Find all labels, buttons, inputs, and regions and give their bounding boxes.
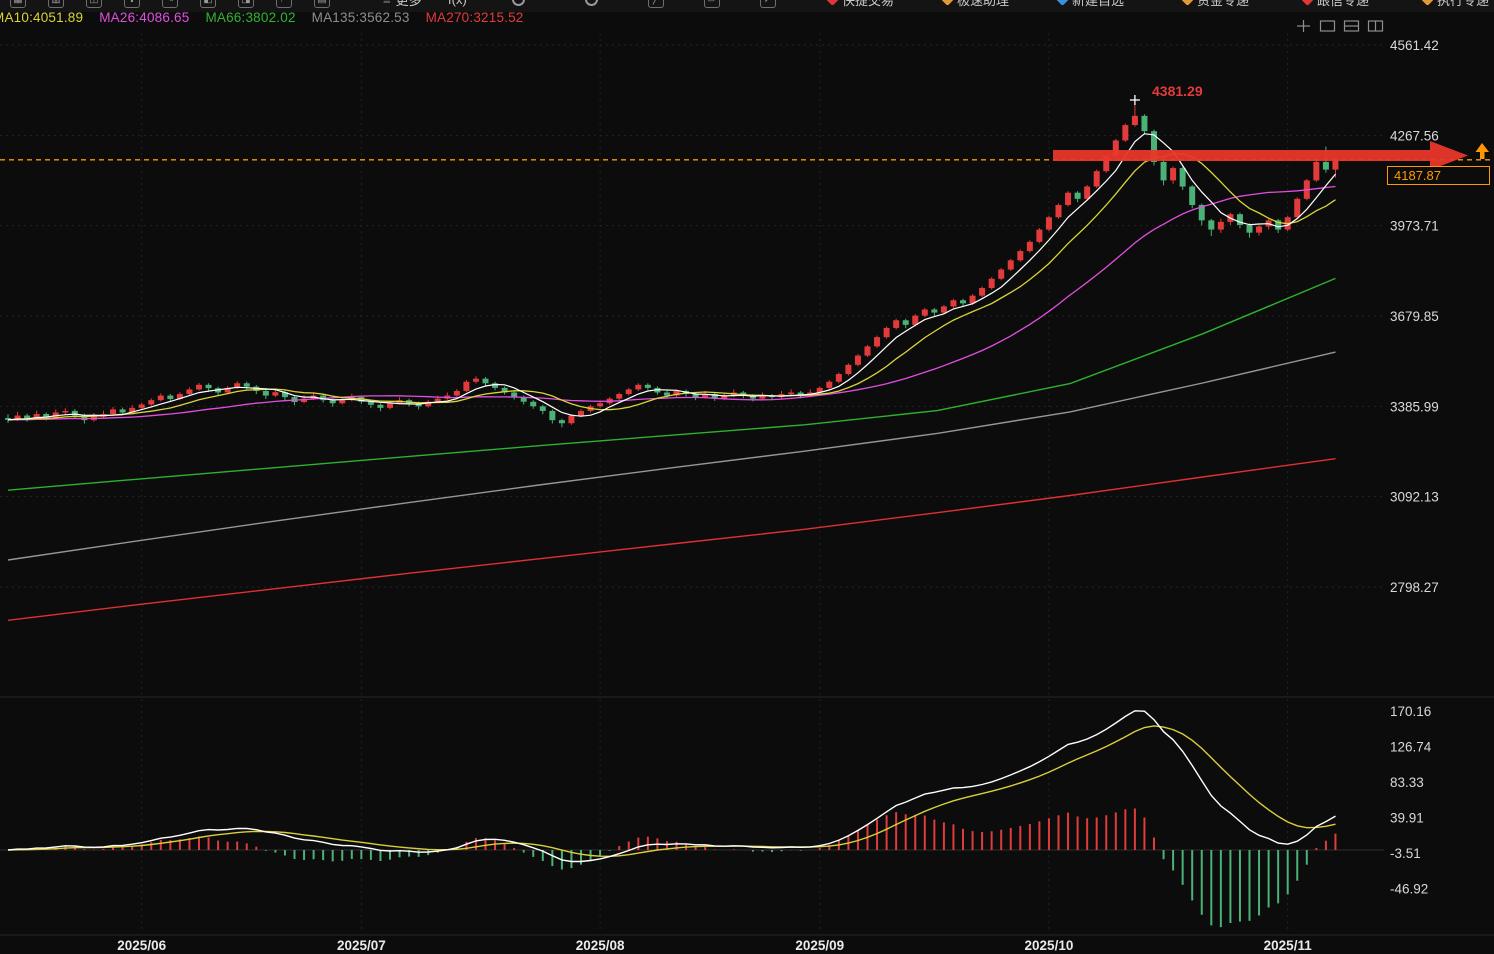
grid-layer	[0, 33, 1494, 936]
candles-layer	[5, 100, 1339, 428]
y-axis-label: 3973.71	[1390, 219, 1439, 234]
chart-grid-icon[interactable]: ▦	[10, 0, 26, 12]
x-axis-label: 2025/09	[795, 938, 844, 953]
layers-icon[interactable]: ▤	[314, 0, 330, 12]
ma-label: MA10:4051.89	[0, 10, 84, 25]
toolbar-item-label: 更多	[395, 0, 422, 8]
arrow-tool-icon: ➚	[760, 0, 776, 8]
region-icon[interactable]: ◨	[238, 0, 254, 12]
ma10-line	[7, 152, 1336, 421]
menu-icon: ≡	[383, 0, 391, 7]
macd-axis-label: 170.16	[1390, 704, 1431, 719]
ma5-line	[7, 133, 1336, 421]
toolbar-item-label: 跟信专递	[1317, 0, 1370, 8]
layers-icon: ▤	[314, 0, 330, 8]
compare-icon[interactable]: ✚	[124, 0, 140, 12]
compare-icon: ✚	[124, 0, 140, 8]
overlay-icon[interactable]: ◫	[86, 0, 102, 12]
pane-layout-icons	[1295, 19, 1384, 33]
x-axis-label: 2025/07	[337, 938, 386, 953]
macd-layer	[7, 710, 1337, 928]
y-axis-label: 3092.13	[1390, 490, 1439, 505]
ma270-line	[7, 458, 1336, 621]
toolbar-item-新建自选[interactable]: 新建自选	[1056, 0, 1125, 12]
pan-cross-icon[interactable]	[1295, 19, 1312, 33]
top-toolbar: ▦ ▥ ◫ ✚ ✎ ◧ ◨ ⚑ ▤ ≡ 更多 f(x) ╱ ▱ ➚ 快捷交易 极速助理 新建自选 资金专递 跟信专递 执…	[0, 0, 1494, 12]
x-axis-label: 2025/08	[576, 938, 625, 953]
macd-axis-label: -46.92	[1390, 881, 1428, 896]
toolbar-item-f(x)[interactable]: f(x)	[448, 0, 467, 12]
ruler-icon[interactable]: ✎	[162, 0, 178, 12]
macd-dea-line	[7, 725, 1336, 858]
overlay-icon: ◫	[86, 0, 102, 8]
toolbar-item-zoom-icon[interactable]	[585, 0, 598, 12]
y-axis-label: 4561.42	[1390, 38, 1439, 53]
macd-dif-line	[7, 710, 1336, 863]
toolbar-item-执行专递[interactable]: 执行专递	[1421, 0, 1490, 12]
toolbar-item-label: 极速助理	[957, 0, 1010, 8]
single-pane-icon[interactable]	[1319, 19, 1336, 33]
toolbar-item-label: 执行专递	[1437, 0, 1490, 8]
toolbar-item-search-icon[interactable]	[512, 0, 525, 12]
ma-label: MA26:4086.65	[99, 10, 190, 25]
macd-axis-label: 39.91	[1390, 810, 1424, 825]
hsplit-pane-icon[interactable]	[1343, 19, 1360, 33]
expand-pane-icon[interactable]	[1367, 19, 1384, 33]
toolbar-item-跟信专递[interactable]: 跟信专递	[1301, 0, 1370, 12]
x-axis-label: 2025/11	[1264, 938, 1313, 953]
x-axis-label: 2025/06	[117, 938, 166, 953]
toolbar-row: ▦ ▥ ◫ ✚ ✎ ◧ ◨ ⚑ ▤ ≡ 更多 f(x) ╱ ▱ ➚ 快捷交易 极速助理 新建自选 资金专递 跟信专递 执…	[0, 0, 1494, 12]
y-axis-labels: 4561.42 4267.56 3973.71 3679.85 3385.99 3092.…	[1390, 38, 1439, 896]
red-arrow-annotation[interactable]	[1053, 141, 1468, 170]
toolbar-item-label: f(x)	[448, 0, 467, 7]
y-axis-label: 3679.85	[1390, 309, 1439, 324]
y-axis-label: 2798.27	[1390, 580, 1439, 595]
ruler-icon: ✎	[162, 0, 178, 8]
ma66-line	[7, 277, 1336, 491]
chart-grid-icon: ▦	[10, 0, 26, 8]
kline-icon: ▥	[48, 0, 64, 8]
kline-icon[interactable]: ▥	[48, 0, 64, 12]
pencil-icon: ◧	[200, 0, 216, 8]
toolbar-item-shape-tool-icon[interactable]: ▱	[704, 0, 720, 12]
ma135-line	[7, 351, 1336, 561]
toolbar-item-label: 资金专递	[1197, 0, 1250, 8]
toolbar-item-资金专递[interactable]: 资金专递	[1181, 0, 1250, 12]
toolbar-item-trend-tool-icon[interactable]: ╱	[648, 0, 664, 12]
ma-label: MA270:3215.52	[425, 10, 524, 25]
y-axis-label: 3385.99	[1390, 399, 1439, 414]
pencil-icon[interactable]: ◧	[200, 0, 216, 12]
region-icon: ◨	[238, 0, 254, 8]
macd-axis-label: -3.51	[1390, 846, 1421, 861]
ma-label: MA66:3802.02	[205, 10, 296, 25]
ma26-line	[7, 185, 1336, 421]
price-direction-arrow-icon	[1475, 143, 1489, 159]
toolbar-item-更多[interactable]: ≡ 更多	[383, 0, 422, 12]
toolbar-item-极速助理[interactable]: 极速助理	[941, 0, 1010, 12]
current-price-tag[interactable]: 4187.87	[1387, 166, 1490, 185]
ma-label: MA135:3562.53	[311, 10, 410, 25]
toolbar-item-快捷交易[interactable]: 快捷交易	[826, 0, 895, 12]
trend-tool-icon: ╱	[648, 0, 664, 8]
peak-price-label: 4381.29	[1152, 83, 1203, 99]
flag-icon[interactable]: ⚑	[276, 0, 292, 12]
x-axis-labels: 2025/06 2025/07 2025/08 2025/09 2025/10 2025/…	[117, 938, 1312, 953]
toolbar-item-arrow-tool-icon[interactable]: ➚	[760, 0, 776, 12]
x-axis-label: 2025/10	[1025, 938, 1074, 953]
toolbar-item-label: 新建自选	[1072, 0, 1125, 8]
y-axis-label: 4267.56	[1390, 128, 1439, 143]
shape-tool-icon: ▱	[704, 0, 720, 8]
macd-axis-label: 83.33	[1390, 775, 1424, 790]
ma-lines-layer	[7, 133, 1336, 621]
ma-indicator-row: MA10:4051.89 MA26:4086.65 MA66:3802.02 MA13…	[0, 9, 540, 27]
flag-icon: ⚑	[276, 0, 292, 8]
peak-marker	[1129, 95, 1140, 105]
toolbar-item-label: 快捷交易	[842, 0, 895, 8]
macd-axis-label: 126.74	[1390, 739, 1432, 754]
